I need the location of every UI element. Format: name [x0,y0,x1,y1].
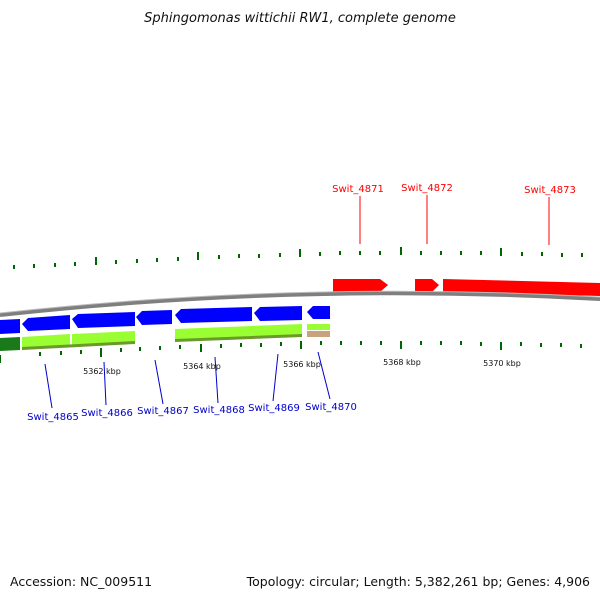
gene-swit-4873[interactable] [443,279,600,296]
gene-label-swit-4873[interactable]: Swit_4873 [524,185,576,196]
cds-swit-4866[interactable] [72,312,135,328]
cds-swit-4870[interactable] [307,306,330,319]
scale-labels: 5362 kbp 5364 kbp 5366 kbp 5368 kbp 5370… [83,358,521,376]
genome-backbone [0,291,600,317]
scale-label: 5370 kbp [483,359,521,368]
scale-label: 5364 kbp [183,362,221,371]
cds-swit-4868[interactable] [175,307,252,323]
gene-label-swit-4872[interactable]: Swit_4872 [401,183,453,194]
cds-swit-4864[interactable] [0,319,20,334]
map-title: Sphingomonas wittichii RW1, complete gen… [144,11,456,26]
forward-gene-labels [359,195,550,245]
gene-label-swit-4868[interactable]: Swit_4868 [193,405,245,416]
accession-text: Accession: NC_009511 [10,574,153,589]
scale-label: 5366 kbp [283,360,321,369]
feature-swit-4870-b[interactable] [307,324,330,330]
forward-strand-genes [333,279,600,296]
gene-label-swit-4865[interactable]: Swit_4865 [27,412,79,423]
outer-tick-marks [13,247,583,269]
scale-label: 5368 kbp [383,358,421,367]
gene-swit-4872[interactable] [415,279,439,292]
cds-swit-4865[interactable] [22,315,70,331]
genome-summary-text: Topology: circular; Length: 5,382,261 bp… [246,574,590,589]
gene-swit-4871[interactable] [333,279,388,292]
gene-label-swit-4871[interactable]: Swit_4871 [332,184,384,195]
reverse-strand-cds [0,306,330,334]
feature-swit-4870-c[interactable] [307,331,330,337]
inner-tick-marks [0,341,582,363]
gene-label-swit-4869[interactable]: Swit_4869 [248,403,300,414]
reverse-strand-genes [0,324,330,351]
gene-label-swit-4870[interactable]: Swit_4870 [305,402,357,413]
cds-swit-4867[interactable] [136,310,172,325]
scale-label: 5362 kbp [83,367,121,376]
gene-label-swit-4866[interactable]: Swit_4866 [81,408,133,419]
reverse-gene-labels [44,351,331,409]
cds-swit-4869[interactable] [254,306,302,321]
gene-label-swit-4867[interactable]: Swit_4867 [137,406,189,417]
